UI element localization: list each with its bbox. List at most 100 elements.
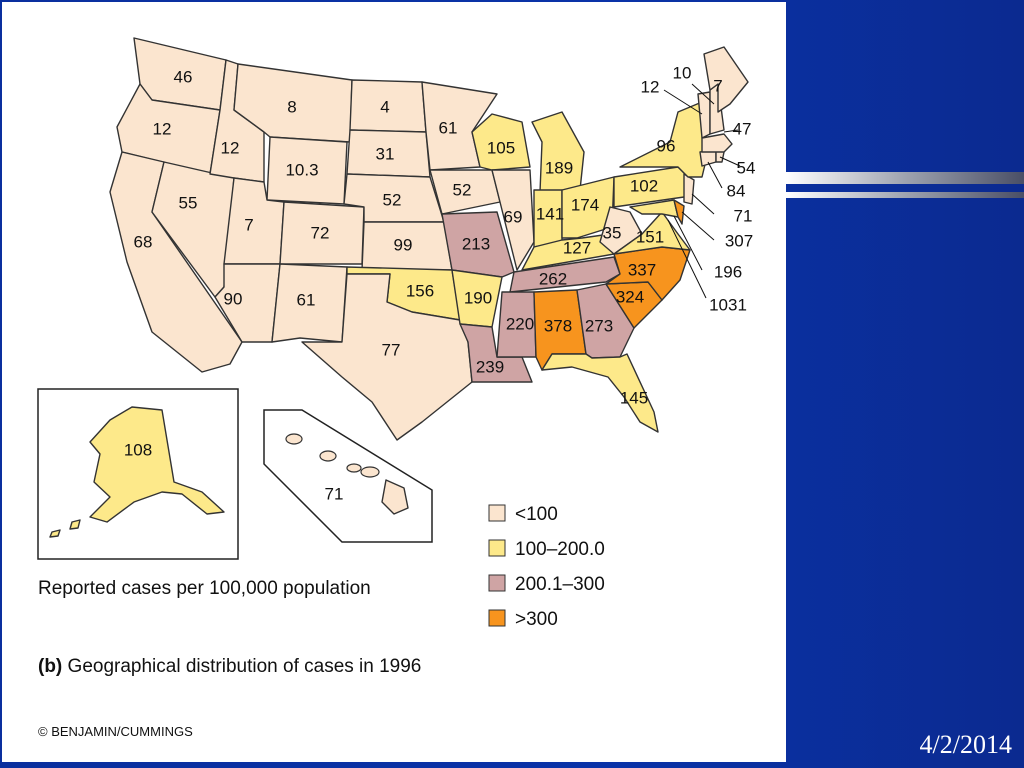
state-fl xyxy=(541,353,659,433)
label-mi: 189 xyxy=(545,158,573,177)
legend-title: Reported cases per 100,000 population xyxy=(38,578,371,599)
label-wv: 35 xyxy=(603,223,622,242)
label-ga: 273 xyxy=(585,316,613,335)
hawaii-island xyxy=(360,466,380,478)
hawaii-inset: 71 xyxy=(263,409,433,543)
label-va: 151 xyxy=(636,227,664,246)
slide-date: 4/2/2014 xyxy=(919,730,1012,759)
state-va xyxy=(613,211,691,255)
legend-swatch-200-300 xyxy=(488,574,506,592)
label-vt: 12 xyxy=(641,77,660,96)
figure-caption: (b) Geographical distribution of cases i… xyxy=(38,656,421,677)
label-ms: 220 xyxy=(506,314,534,333)
label-mo: 213 xyxy=(462,234,490,253)
caption-label: (b) xyxy=(38,656,62,677)
legend-swatch-gt300 xyxy=(488,609,506,627)
legend-label-200-300: 200.1–300 xyxy=(515,574,605,595)
alaska-inset-frame xyxy=(37,388,239,560)
label-tx: 77 xyxy=(382,340,401,359)
label-nv: 55 xyxy=(179,193,198,212)
label-ca: 68 xyxy=(134,232,153,251)
legend-label-gt300: >300 xyxy=(515,609,558,630)
label-or: 12 xyxy=(153,119,172,138)
label-ne: 52 xyxy=(383,190,402,209)
state-labels: 46 12 68 12 55 8 10.3 7 90 72 61 4 31 52… xyxy=(134,63,756,407)
us-choropleth-map: 46 12 68 12 55 8 10.3 7 90 72 61 4 31 52… xyxy=(37,37,756,739)
decorative-bars xyxy=(786,172,1024,198)
label-ny: 96 xyxy=(657,136,676,155)
label-ma: 47 xyxy=(733,119,752,138)
label-ar: 190 xyxy=(464,288,492,307)
state-wi xyxy=(471,113,531,171)
state-tn xyxy=(509,256,621,293)
hawaii-island xyxy=(285,433,303,445)
leader-lines xyxy=(663,83,741,299)
label-id: 12 xyxy=(221,138,240,157)
state-ma xyxy=(701,133,733,153)
label-mt: 8 xyxy=(287,97,296,116)
legend: <100 100–200.0 200.1–300 >300 xyxy=(488,504,605,630)
label-de: 307 xyxy=(725,231,753,250)
label-in: 141 xyxy=(536,204,564,223)
legend-label-100-200: 100–200.0 xyxy=(515,539,605,560)
label-oh: 174 xyxy=(571,195,599,214)
label-ks: 99 xyxy=(394,235,413,254)
legend-label-lt100: <100 xyxy=(515,504,558,525)
label-me: 7 xyxy=(713,76,722,95)
label-md: 196 xyxy=(714,262,742,281)
label-wi: 105 xyxy=(487,138,515,157)
label-ct: 84 xyxy=(727,181,746,200)
label-ri: 54 xyxy=(737,158,756,177)
alaska-island xyxy=(49,529,61,538)
label-il: 69 xyxy=(504,207,523,226)
label-nj: 71 xyxy=(734,206,753,225)
alaska-island xyxy=(69,519,81,530)
label-ok: 156 xyxy=(406,281,434,300)
state-shapes xyxy=(109,37,749,441)
label-az: 90 xyxy=(224,289,243,308)
state-tx xyxy=(301,273,473,441)
label-nc: 337 xyxy=(628,260,656,279)
label-fl: 145 xyxy=(620,388,648,407)
state-hi xyxy=(381,479,409,515)
label-nm: 61 xyxy=(297,290,316,309)
label-pa: 102 xyxy=(630,176,658,195)
state-me xyxy=(703,46,749,113)
label-wa: 46 xyxy=(174,67,193,86)
state-nm xyxy=(271,263,348,343)
copyright-notice: © BENJAMIN/CUMMINGS xyxy=(38,724,193,739)
label-mn: 61 xyxy=(439,118,458,137)
label-sd: 31 xyxy=(376,144,395,163)
state-il xyxy=(491,169,535,271)
label-sc: 324 xyxy=(616,287,644,306)
hawaii-island xyxy=(346,463,362,473)
state-md xyxy=(629,199,679,218)
label-la: 239 xyxy=(476,357,504,376)
state-ak xyxy=(89,406,225,523)
label-ky: 127 xyxy=(563,238,591,257)
alaska-inset: 108 xyxy=(37,388,239,560)
label-ia: 52 xyxy=(453,180,472,199)
legend-swatch-lt100 xyxy=(488,504,506,522)
label-tn: 262 xyxy=(539,269,567,288)
state-mi xyxy=(531,111,585,193)
hawaii-inset-frame xyxy=(263,409,433,543)
state-la xyxy=(459,323,533,383)
label-nh: 10 xyxy=(673,63,692,82)
hawaii-island xyxy=(319,450,337,462)
caption-text: Geographical distribution of cases in 19… xyxy=(62,656,421,677)
label-ut: 7 xyxy=(244,215,253,234)
label-al: 378 xyxy=(544,316,572,335)
label-ak: 108 xyxy=(124,440,152,459)
label-wy: 10.3 xyxy=(285,160,318,179)
state-ms xyxy=(496,291,537,358)
state-mo xyxy=(441,211,515,278)
state-oh xyxy=(561,176,615,239)
legend-swatch-100-200 xyxy=(488,539,506,557)
label-dc: 1031 xyxy=(709,295,747,314)
state-nj xyxy=(683,173,695,205)
label-hi: 71 xyxy=(325,484,344,503)
figure-panel: 46 12 68 12 55 8 10.3 7 90 72 61 4 31 52… xyxy=(2,2,786,762)
label-nd: 4 xyxy=(380,97,389,116)
label-co: 72 xyxy=(311,223,330,242)
